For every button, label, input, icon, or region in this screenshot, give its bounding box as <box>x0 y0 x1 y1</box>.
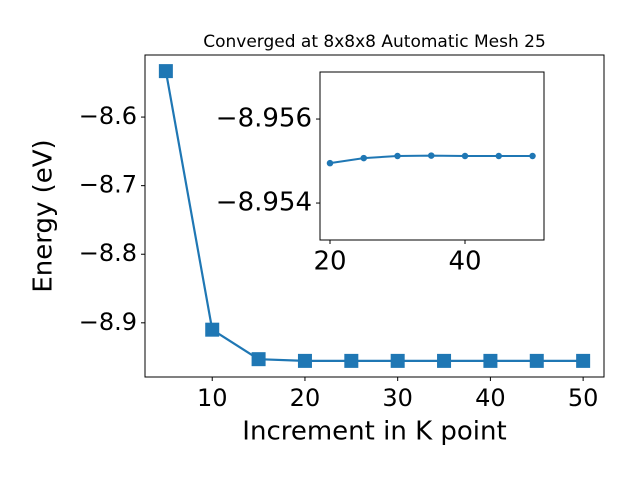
y-tick-label: −8.6 <box>79 102 137 130</box>
data-point <box>437 353 452 368</box>
y-tick-label: −8.9 <box>79 308 137 336</box>
data-point <box>297 353 312 368</box>
chart-title: Converged at 8x8x8 Automatic Mesh 25 <box>203 32 546 52</box>
y-tick-label: −8.956 <box>216 104 312 134</box>
x-tick-label: 50 <box>568 384 599 412</box>
x-tick-label: 40 <box>448 247 481 277</box>
data-point <box>428 152 435 159</box>
data-point <box>344 353 359 368</box>
x-tick-label: 10 <box>197 384 228 412</box>
data-point <box>461 152 469 160</box>
data-point <box>495 152 503 160</box>
data-point <box>251 352 266 367</box>
x-tick-label: 30 <box>382 384 413 412</box>
data-point <box>158 64 173 79</box>
data-line <box>164 70 584 362</box>
data-point <box>483 353 498 368</box>
x-tick-label: 40 <box>475 384 506 412</box>
data-point <box>205 322 220 337</box>
data-point <box>529 353 544 368</box>
y-axis-label: Energy (eV) <box>29 139 59 292</box>
data-point <box>326 159 334 167</box>
data-point <box>390 353 405 368</box>
x-tick-label: 20 <box>290 384 321 412</box>
data-point <box>576 353 591 368</box>
y-tick-label: −8.954 <box>216 188 312 218</box>
x-tick-label: 20 <box>313 247 346 277</box>
data-point <box>394 152 401 160</box>
y-tick-label: −8.7 <box>79 171 137 199</box>
data-point <box>360 154 367 162</box>
data-point <box>529 152 536 160</box>
x-axis-label: Increment in K point <box>242 417 506 447</box>
y-tick-label: −8.8 <box>79 239 137 267</box>
